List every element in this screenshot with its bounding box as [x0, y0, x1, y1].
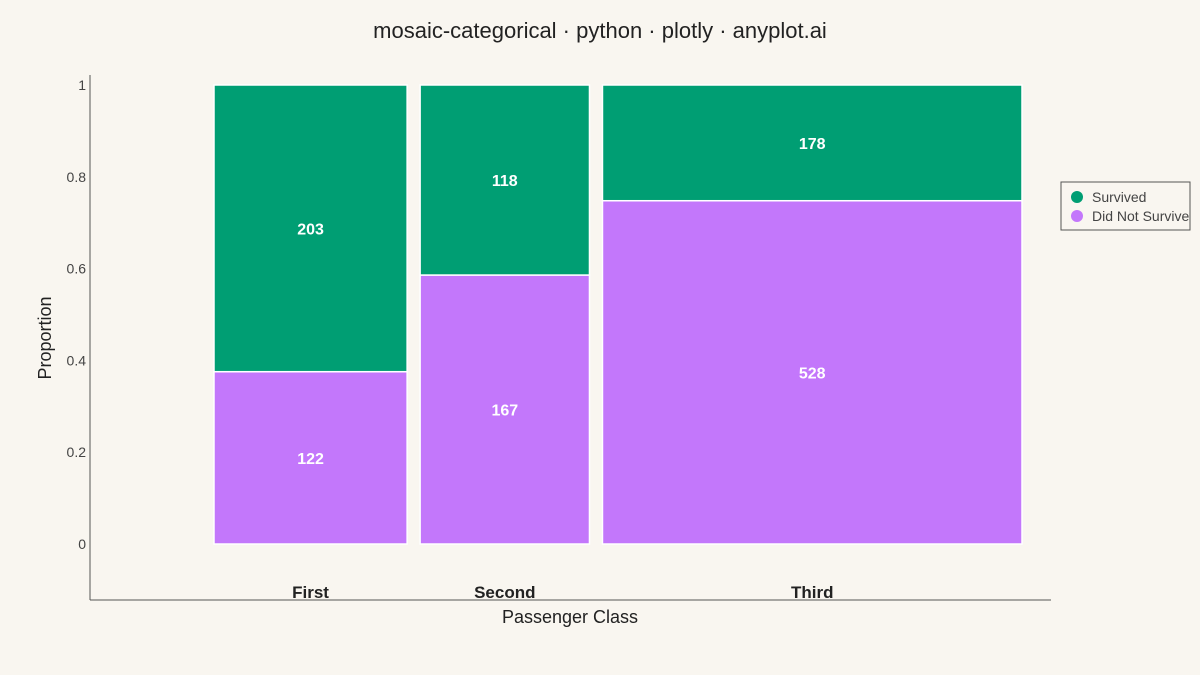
x-category-label: First [292, 583, 329, 602]
x-category-label: Third [791, 583, 834, 602]
legend-marker [1071, 210, 1083, 222]
data-label: 528 [799, 365, 826, 382]
data-label: 178 [799, 136, 826, 153]
legend-label: Did Not Survive [1092, 208, 1189, 224]
x-category-label: Second [474, 583, 535, 602]
y-tick-label: 0.4 [67, 352, 87, 368]
mosaic-tile-did-not-survive [213, 370, 408, 545]
y-tick-label: 1 [78, 77, 86, 93]
mosaic-tile-survived [601, 84, 1023, 202]
y-tick-label: 0.6 [67, 261, 87, 277]
data-label: 122 [297, 451, 324, 468]
x-categories: First Second Third [292, 583, 833, 602]
y-axis-title: Proportion [35, 296, 55, 379]
y-tick-label: 0.8 [67, 169, 87, 185]
legend-marker [1071, 191, 1083, 203]
legend: Survived Did Not Survive [1060, 181, 1191, 231]
y-tick-label: 0 [78, 536, 86, 552]
mosaic-tile-survived [213, 84, 408, 373]
chart-title: mosaic-categorical · python · plotly · a… [373, 18, 827, 43]
data-label: 118 [492, 173, 518, 190]
plot-area: 122 203 167 118 528 178 [213, 84, 1023, 545]
data-label: 203 [297, 221, 324, 238]
data-label: 167 [491, 403, 518, 420]
y-ticks: 0 0.2 0.4 0.6 0.8 1 [67, 77, 87, 552]
legend-box [1060, 181, 1191, 231]
x-axis-title: Passenger Class [502, 607, 638, 627]
legend-label: Survived [1092, 189, 1146, 205]
mosaic-tile-survived [419, 84, 591, 276]
y-tick-label: 0.2 [67, 444, 87, 460]
mosaic-tile-did-not-survive [601, 199, 1023, 545]
